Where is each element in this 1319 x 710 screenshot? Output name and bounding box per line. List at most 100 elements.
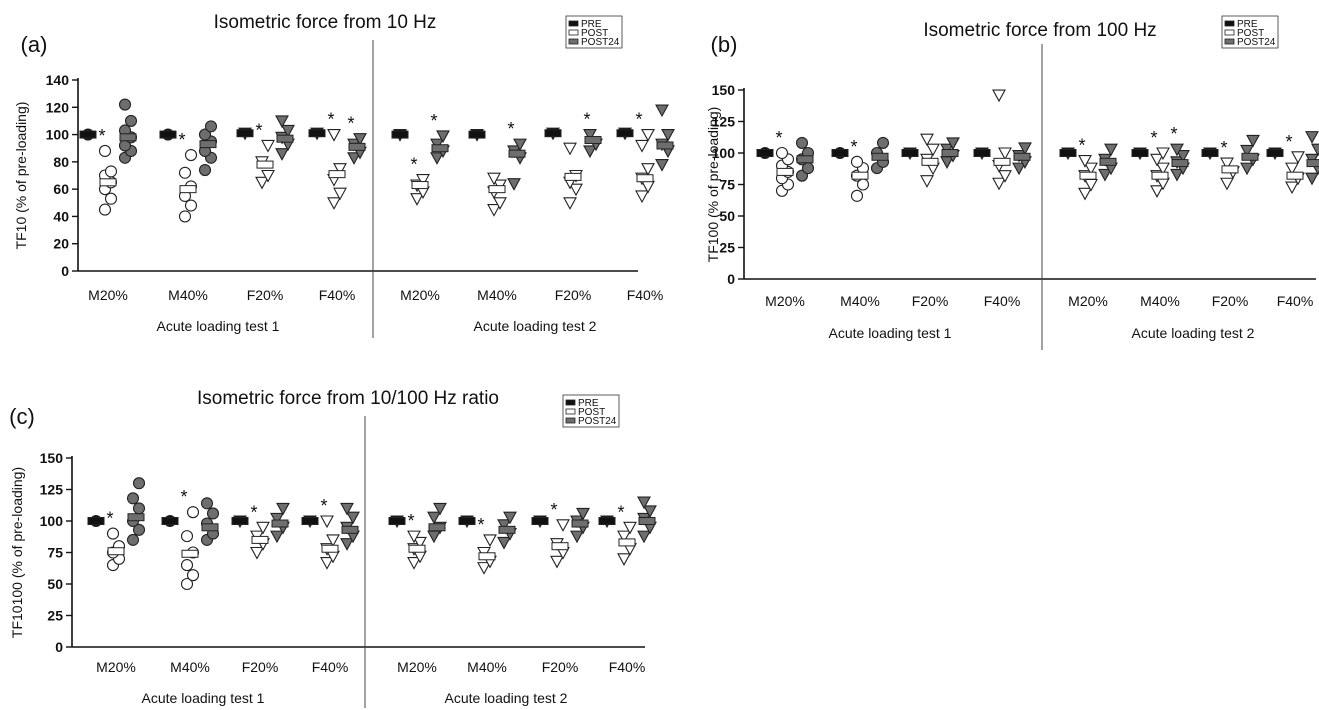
data-point: [255, 176, 269, 190]
data-point: [198, 128, 212, 141]
data-point: [1311, 143, 1319, 157]
mean-bar: [428, 523, 446, 532]
significance-asterisk: *: [1285, 132, 1292, 152]
y-tick-label: 140: [46, 72, 70, 88]
significance-asterisk: *: [327, 110, 334, 130]
mean-bar: [616, 129, 634, 138]
data-point: [1150, 185, 1164, 198]
legend-label: POST24: [581, 37, 620, 48]
y-axis-label: TF10 (% of pre-loading): [13, 102, 29, 250]
data-point: [1150, 153, 1164, 167]
mean-bar: [458, 517, 476, 525]
legend-swatch: [565, 417, 576, 424]
mean-bar: [508, 149, 526, 158]
mean-bar: [99, 178, 117, 187]
data-point: [563, 197, 577, 210]
x-category-label: F20%: [247, 287, 284, 303]
data-point: [1246, 134, 1260, 148]
y-axis-label: TF100 (% of pre-loading): [705, 107, 721, 263]
data-point: [270, 512, 284, 526]
data-point: [1078, 187, 1092, 201]
data-point: [104, 192, 118, 205]
chart-title: Isometric force from 10/100 Hz ratio: [197, 388, 499, 409]
data-point: [992, 177, 1006, 191]
mean-bar: [756, 149, 774, 157]
mean-bar: [181, 549, 199, 558]
data-point: [643, 505, 657, 519]
y-tick-label: 125: [712, 114, 736, 130]
data-point: [124, 114, 138, 127]
x-category-label: F20%: [242, 659, 279, 675]
data-point: [1170, 168, 1184, 182]
data-point: [333, 163, 347, 176]
significance-asterisk: *: [410, 155, 417, 175]
data-point: [407, 530, 421, 544]
x-category-label: M20%: [1068, 293, 1108, 309]
significance-asterisk: *: [430, 111, 437, 131]
mean-bar: [308, 129, 326, 138]
legend-swatch: [568, 20, 579, 27]
data-point: [477, 562, 491, 575]
significance-asterisk: *: [583, 110, 590, 130]
x-category-label: M20%: [765, 293, 805, 309]
y-tick-label: 150: [40, 450, 64, 466]
chart-panel-a: Isometric force from 10 Hz (a) 0 20 40 60 80 10…: [13, 12, 675, 338]
data-point: [180, 559, 194, 572]
data-point: [1220, 177, 1234, 191]
mean-bar: [871, 152, 889, 161]
x-category-label: F20%: [1212, 293, 1249, 309]
x-category-label: F40%: [312, 659, 349, 675]
legend-label: POST: [578, 407, 605, 418]
legend-swatch: [565, 408, 576, 415]
mean-bar: [571, 519, 589, 528]
data-point: [850, 155, 864, 168]
y-tick-label: 40: [53, 208, 69, 224]
x-category-label: F20%: [542, 659, 579, 675]
data-point: [184, 199, 198, 212]
data-point: [333, 187, 347, 201]
data-point: [637, 530, 651, 544]
data-point: [98, 144, 112, 157]
panel-label: (a): [21, 32, 48, 57]
data-point: [98, 203, 112, 216]
data-point: [1170, 143, 1184, 157]
data-point: [1240, 162, 1254, 176]
data-point: [275, 115, 289, 129]
x-category-label: M20%: [400, 287, 440, 303]
data-point: [661, 129, 675, 142]
mean-bar: [408, 544, 426, 553]
mean-bar: [478, 552, 496, 561]
data-point: [876, 136, 890, 149]
data-point: [430, 152, 444, 165]
mean-bar: [1306, 159, 1319, 168]
significance-asterisk: *: [250, 502, 257, 522]
mean-bar: [1059, 149, 1077, 157]
mean-bar: [179, 185, 197, 194]
data-point: [583, 145, 597, 159]
data-point: [641, 129, 655, 142]
mean-bar: [551, 542, 569, 551]
data-point: [180, 530, 194, 543]
mean-bar: [1099, 157, 1117, 166]
mean-bar: [321, 544, 339, 553]
data-point: [641, 163, 655, 176]
data-point: [1176, 149, 1190, 163]
data-point: [926, 143, 940, 157]
data-point: [1291, 151, 1305, 164]
data-point: [1156, 147, 1170, 161]
mean-bar: [656, 141, 674, 150]
legend-swatch: [1224, 38, 1235, 45]
mean-bar: [251, 535, 269, 544]
x-category-label: F20%: [912, 293, 949, 309]
significance-asterisk: *: [550, 500, 557, 520]
data-point: [184, 148, 198, 162]
data-point: [1285, 162, 1299, 176]
data-point: [583, 129, 597, 142]
significance-asterisk: *: [255, 120, 262, 140]
data-point: [270, 530, 284, 544]
data-point: [617, 530, 631, 544]
x-category-label: M40%: [1140, 293, 1180, 309]
mean-bar: [564, 172, 582, 181]
data-point: [850, 189, 864, 202]
data-point: [992, 89, 1006, 103]
